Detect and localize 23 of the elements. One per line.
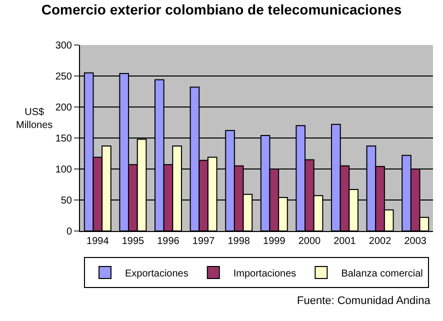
legend-label: Exportaciones: [125, 268, 188, 280]
y-tick-label: 50: [60, 196, 72, 206]
y-tick-label: 300: [55, 40, 72, 52]
source-note: Fuente: Comunidad Andina: [297, 295, 432, 307]
legend-label: Balanza comercial: [341, 268, 423, 280]
y-axis-title: US$ Millones: [16, 107, 53, 131]
y-tick-label: 200: [55, 102, 72, 114]
x-tick-label: 1995: [122, 236, 145, 247]
x-tick-label: 2000: [298, 236, 322, 247]
x-tick-label: 1997: [192, 236, 216, 247]
x-tick-label: 1998: [228, 236, 250, 247]
y-tick-label: 250: [55, 72, 72, 82]
legend-label: Importaciones: [233, 268, 296, 280]
y-tick-label: 100: [55, 164, 72, 176]
x-tick-label: 2003: [404, 236, 427, 247]
x-tick-label: 2001: [334, 236, 356, 247]
x-tick-label: 1994: [86, 236, 110, 247]
x-tick-label: 1996: [157, 236, 180, 247]
x-tick-label: 1999: [263, 236, 286, 247]
chart-title: Comercio exterior colombiano de telecomunicaciones: [41, 2, 402, 18]
y-tick-label: 0: [66, 226, 72, 238]
x-tick-label: 2002: [368, 236, 392, 247]
y-tick-label: 150: [55, 134, 72, 144]
